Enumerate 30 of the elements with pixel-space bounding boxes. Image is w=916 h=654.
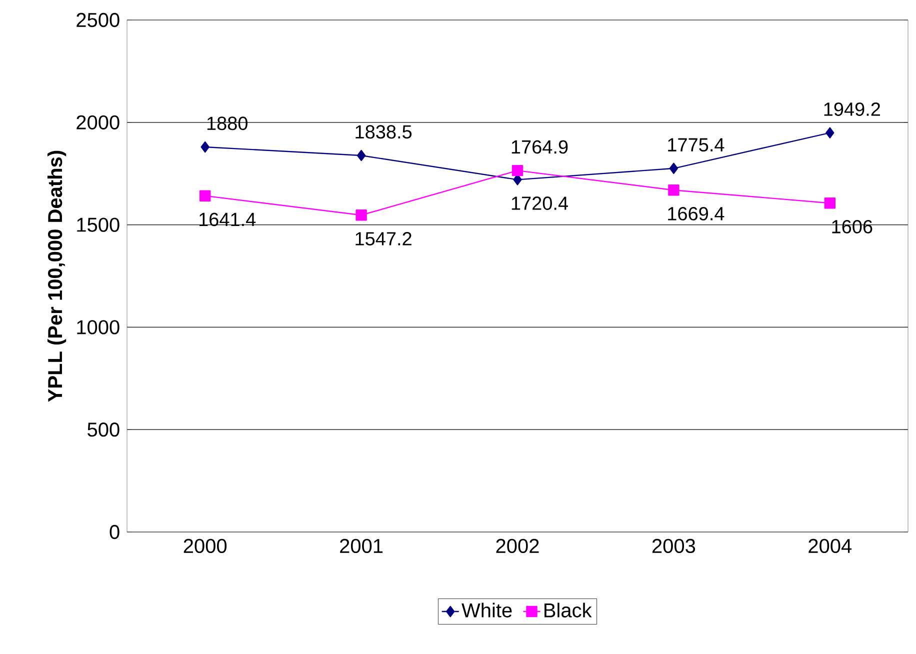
legend-label: White (462, 602, 512, 618)
point (512, 164, 524, 176)
point (200, 190, 211, 202)
point (200, 141, 210, 153)
data-label: 1669.4 (668, 206, 724, 220)
x-tick-label: 2002 (496, 538, 539, 554)
y-tick-label: 1000 (77, 320, 120, 334)
point (668, 184, 680, 196)
point (356, 150, 366, 162)
data-label: 1775.4 (668, 138, 724, 152)
data-label: 1547.2 (356, 232, 412, 246)
data-label: 1949.2 (824, 102, 880, 116)
legend-label: Black (544, 602, 592, 618)
data-label: 1764.9 (512, 140, 568, 154)
data-label: 1838.5 (356, 125, 412, 139)
x-tick-label: 2001 (340, 538, 383, 554)
data-label: 1720.4 (512, 196, 568, 210)
point (356, 210, 367, 221)
y-tick-label: 0 (110, 524, 120, 540)
y-tick-label: 500 (88, 422, 120, 437)
point (824, 197, 836, 209)
y-tick-label: 1500 (77, 218, 120, 232)
y-axis-title: YPLL (Per 100,000 Deaths) (47, 150, 66, 402)
x-tick-label: 2004 (808, 538, 852, 554)
x-tick-label: 2000 (184, 538, 227, 554)
x-tick-label: 2003 (652, 538, 696, 554)
y-tick-label: 2500 (76, 12, 120, 28)
y-tick-label: 2000 (76, 115, 120, 130)
point (826, 127, 834, 138)
point (669, 162, 678, 174)
